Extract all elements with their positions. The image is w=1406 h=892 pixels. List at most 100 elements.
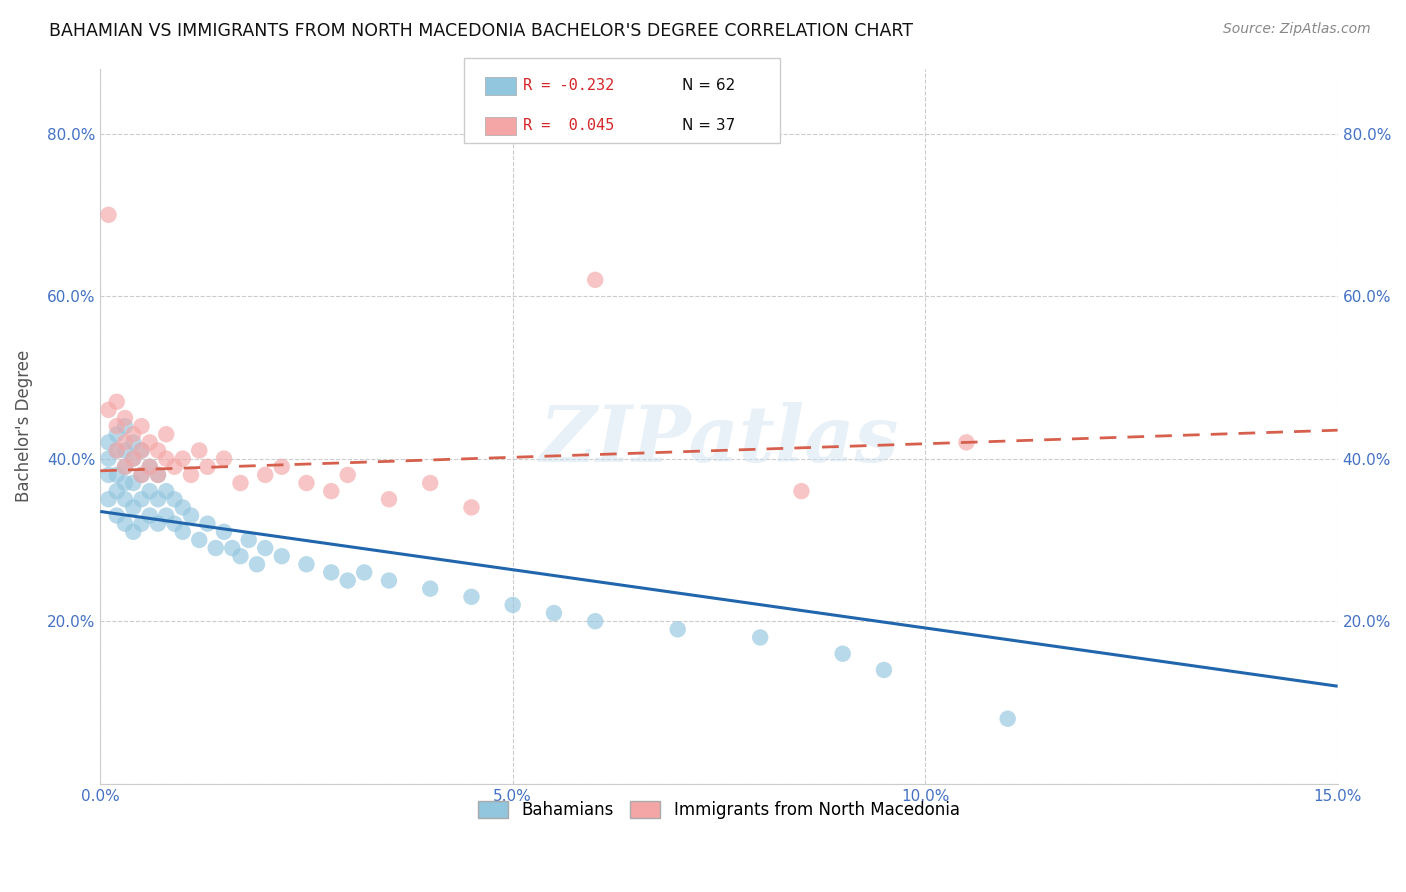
Point	[131, 443, 153, 458]
Point	[131, 467, 153, 482]
Point	[188, 533, 211, 547]
Point	[204, 541, 226, 555]
Point	[105, 394, 128, 409]
Point	[97, 451, 120, 466]
Point	[583, 273, 606, 287]
Point	[212, 524, 235, 539]
Point	[105, 467, 128, 482]
Point	[246, 558, 269, 572]
Point	[419, 476, 441, 491]
Point	[122, 435, 145, 450]
Point	[105, 419, 128, 434]
Point	[114, 419, 136, 434]
Point	[378, 574, 401, 588]
Point	[353, 566, 375, 580]
Point	[790, 484, 813, 499]
Point	[139, 459, 162, 474]
Point	[180, 467, 202, 482]
Point	[163, 492, 186, 507]
Point	[122, 451, 145, 466]
Point	[197, 516, 219, 531]
Point	[97, 467, 120, 482]
Point	[163, 459, 186, 474]
Point	[114, 492, 136, 507]
Point	[122, 500, 145, 515]
Point	[321, 566, 343, 580]
Point	[212, 451, 235, 466]
Point	[831, 647, 853, 661]
Point	[139, 459, 162, 474]
Point	[666, 623, 689, 637]
Point	[321, 484, 343, 499]
Point	[336, 467, 359, 482]
Point	[155, 427, 177, 442]
Point	[139, 484, 162, 499]
Point	[336, 574, 359, 588]
Point	[122, 427, 145, 442]
Point	[749, 631, 772, 645]
Point	[114, 411, 136, 425]
Point	[122, 476, 145, 491]
Point	[97, 208, 120, 222]
Point	[146, 467, 169, 482]
Point	[583, 614, 606, 628]
Point	[155, 451, 177, 466]
Point	[254, 541, 277, 555]
Point	[114, 443, 136, 458]
Text: ZIPatlas: ZIPatlas	[540, 402, 898, 479]
Point	[502, 598, 524, 612]
Point	[188, 443, 211, 458]
Point	[114, 459, 136, 474]
Point	[172, 500, 194, 515]
Point	[873, 663, 896, 677]
Point	[131, 443, 153, 458]
Point	[163, 516, 186, 531]
Point	[105, 484, 128, 499]
Point	[180, 508, 202, 523]
Point	[172, 524, 194, 539]
Point	[131, 492, 153, 507]
Point	[146, 492, 169, 507]
Point	[378, 492, 401, 507]
Point	[114, 516, 136, 531]
Point	[229, 549, 252, 564]
Point	[97, 492, 120, 507]
Point	[460, 500, 482, 515]
Point	[295, 476, 318, 491]
Point	[254, 467, 277, 482]
Legend: Bahamians, Immigrants from North Macedonia: Bahamians, Immigrants from North Macedon…	[471, 794, 966, 825]
Point	[229, 476, 252, 491]
Point	[122, 524, 145, 539]
Point	[146, 516, 169, 531]
Point	[97, 402, 120, 417]
Point	[155, 508, 177, 523]
Point	[270, 459, 292, 474]
Point	[105, 443, 128, 458]
Point	[197, 459, 219, 474]
Point	[131, 419, 153, 434]
Text: Source: ZipAtlas.com: Source: ZipAtlas.com	[1223, 22, 1371, 37]
Point	[97, 435, 120, 450]
Point	[131, 467, 153, 482]
Point	[460, 590, 482, 604]
Text: N = 37: N = 37	[682, 119, 735, 133]
Y-axis label: Bachelor's Degree: Bachelor's Degree	[15, 350, 32, 502]
Point	[105, 443, 128, 458]
Point	[419, 582, 441, 596]
Point	[114, 459, 136, 474]
Point	[146, 443, 169, 458]
Point	[238, 533, 260, 547]
Point	[131, 516, 153, 531]
Point	[295, 558, 318, 572]
Point	[139, 435, 162, 450]
Point	[955, 435, 977, 450]
Point	[114, 435, 136, 450]
Point	[221, 541, 243, 555]
Text: BAHAMIAN VS IMMIGRANTS FROM NORTH MACEDONIA BACHELOR'S DEGREE CORRELATION CHART: BAHAMIAN VS IMMIGRANTS FROM NORTH MACEDO…	[49, 22, 914, 40]
Point	[270, 549, 292, 564]
Point	[172, 451, 194, 466]
Point	[122, 451, 145, 466]
Point	[543, 606, 565, 620]
Point	[146, 467, 169, 482]
Point	[105, 508, 128, 523]
